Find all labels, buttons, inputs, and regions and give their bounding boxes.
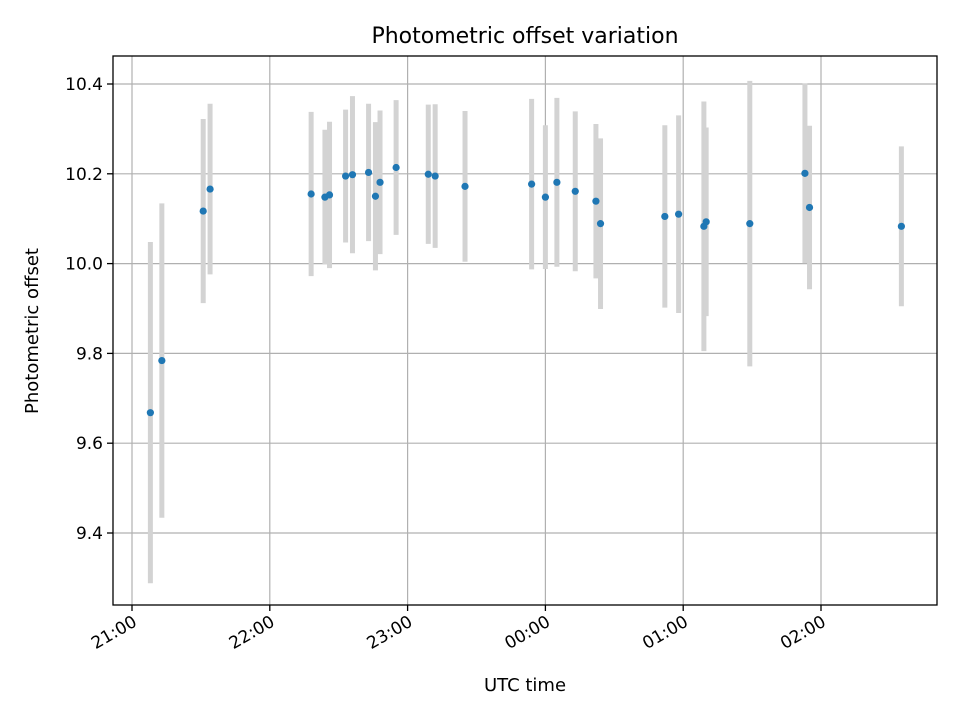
chart-title: Photometric offset variation bbox=[371, 24, 678, 49]
x-tick-label: 23:00 bbox=[364, 612, 416, 654]
error-bars bbox=[147, 80, 904, 584]
data-point bbox=[158, 356, 166, 365]
x-tick-label: 22:00 bbox=[226, 612, 278, 654]
data-point bbox=[661, 212, 669, 221]
data-point bbox=[348, 171, 357, 179]
data-point bbox=[571, 187, 579, 195]
y-tick-label: 9.6 bbox=[76, 434, 103, 454]
data-point bbox=[307, 190, 315, 198]
data-points bbox=[146, 163, 905, 417]
data-point bbox=[461, 182, 469, 190]
y-axis-label: Photometric offset bbox=[22, 248, 43, 414]
data-point bbox=[553, 178, 561, 186]
data-point bbox=[541, 193, 550, 201]
data-point bbox=[424, 170, 432, 178]
y-tick-label: 10.0 bbox=[65, 255, 103, 275]
data-point bbox=[592, 197, 600, 205]
x-axis-label: UTC time bbox=[484, 675, 566, 696]
axis-ticks: 21:00 22:00 23:00 00:00 01:00 02:00 9.4 9.6 9.8 1… bbox=[65, 75, 829, 654]
x-tick-label: 21:00 bbox=[88, 612, 140, 654]
data-point bbox=[206, 185, 214, 193]
data-point bbox=[702, 218, 710, 226]
data-point bbox=[364, 168, 373, 177]
y-tick-label: 10.2 bbox=[65, 165, 103, 185]
data-point bbox=[199, 207, 207, 215]
data-point bbox=[376, 178, 384, 186]
y-tick-label: 10.4 bbox=[65, 75, 103, 95]
x-tick-label: 02:00 bbox=[777, 612, 829, 654]
x-tick-label: 00:00 bbox=[501, 612, 553, 654]
data-point bbox=[341, 172, 350, 180]
data-point bbox=[596, 220, 605, 228]
data-point bbox=[897, 222, 905, 230]
y-tick-label: 9.4 bbox=[76, 524, 103, 544]
data-point bbox=[805, 203, 814, 212]
plot-frame bbox=[112, 55, 938, 606]
data-point bbox=[325, 191, 334, 199]
data-point bbox=[528, 180, 536, 188]
grid-lines bbox=[113, 56, 937, 605]
data-point bbox=[746, 220, 754, 228]
data-point bbox=[801, 169, 809, 177]
data-point bbox=[675, 210, 683, 218]
data-point bbox=[431, 172, 439, 180]
data-point bbox=[371, 192, 380, 200]
y-tick-label: 9.8 bbox=[76, 344, 103, 364]
data-point bbox=[392, 163, 400, 172]
data-point bbox=[146, 409, 154, 417]
x-tick-label: 01:00 bbox=[639, 612, 691, 654]
